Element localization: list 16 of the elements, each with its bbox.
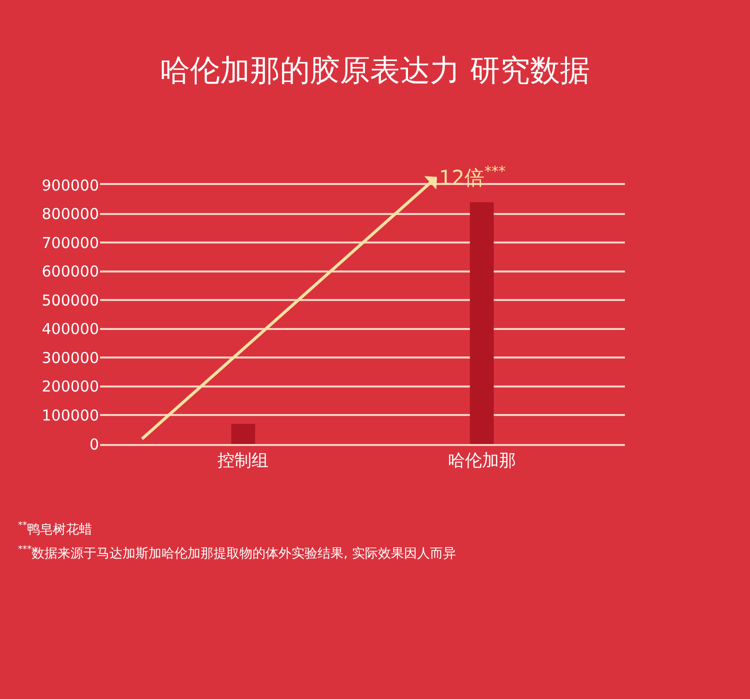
y-tick-label: 800000 xyxy=(42,205,99,224)
y-tick-label: 100000 xyxy=(42,406,99,424)
text: $^{**}$鸭皂树花蜡 xyxy=(18,521,92,538)
annotation: 12倍$^{***}$ xyxy=(439,164,506,190)
y-tick-label: 200000 xyxy=(42,378,99,396)
x-tick-label: 哈伦加那 xyxy=(448,451,516,472)
chart-title: 哈伦加那的胶原表达力 研究数据 xyxy=(160,53,590,88)
y-tick-label: 0 xyxy=(89,435,99,454)
y-tick-label: 500000 xyxy=(42,291,99,310)
text: $^{***}$数据来源于马达加斯加哈伦加那提取物的体外实验结果, 实际效果因人而异 xyxy=(18,545,456,562)
y-tick-label: 600000 xyxy=(42,262,99,281)
y-tick-label: 400000 xyxy=(42,320,99,338)
y-tick-label: 700000 xyxy=(42,234,99,252)
y-tick-label: 900000 xyxy=(42,176,99,194)
x-tick-label: 控制组 xyxy=(218,451,269,472)
y-tick-label: 300000 xyxy=(42,348,99,367)
